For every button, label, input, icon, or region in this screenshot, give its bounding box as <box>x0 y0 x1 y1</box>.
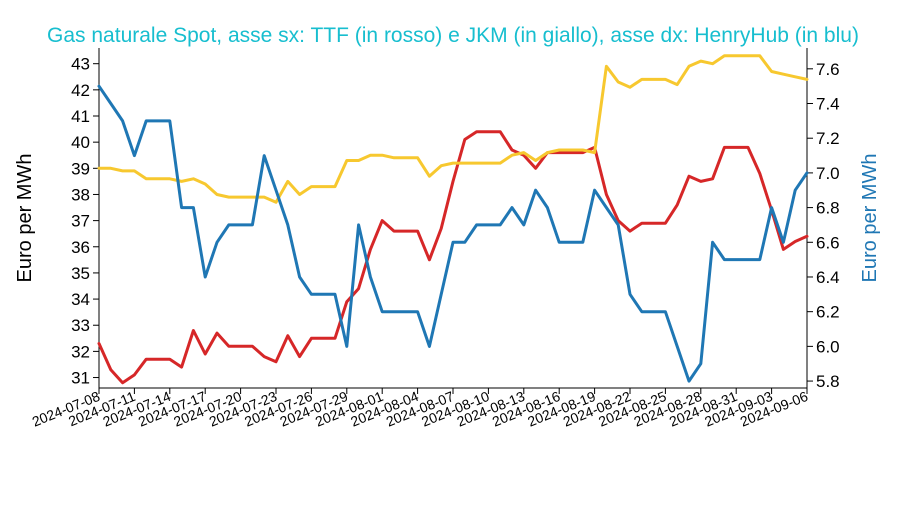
left-tick-label: 39 <box>71 159 90 178</box>
left-tick-label: 34 <box>71 290 90 309</box>
right-tick-label: 6.2 <box>816 303 840 322</box>
left-tick-label: 37 <box>71 212 90 231</box>
right-tick-label: 6.6 <box>816 233 840 252</box>
left-tick-label: 43 <box>71 55 90 74</box>
left-tick-label: 33 <box>71 316 90 335</box>
henryhub-series-line <box>97 84 809 383</box>
series-layer <box>97 54 809 385</box>
left-tick-label: 32 <box>71 342 90 361</box>
chart-title: Gas naturale Spot, asse sx: TTF (in ross… <box>47 24 859 47</box>
ttf-series-line <box>97 130 809 385</box>
left-tick-label: 41 <box>71 107 90 126</box>
jkm-series-line <box>97 54 809 204</box>
right-tick-label: 6.0 <box>816 337 840 356</box>
left-tick-label: 42 <box>71 81 90 100</box>
left-tick-label: 40 <box>71 133 90 152</box>
right-tick-label: 6.8 <box>816 199 840 218</box>
y-axis-label-left: Euro per MWh <box>14 154 36 283</box>
right-tick-label: 7.0 <box>816 164 840 183</box>
x-axis-ticks: 2024-07-082024-07-112024-07-142024-07-17… <box>30 388 811 430</box>
right-tick-label: 7.4 <box>816 95 840 114</box>
left-tick-label: 36 <box>71 238 90 257</box>
right-tick-label: 7.2 <box>816 129 840 148</box>
right-axis-ticks: 5.8 6.0 6.2 6.4 6.6 6.8 7.0 7.2 7.4 7.6 <box>807 60 840 391</box>
right-tick-label: 7.6 <box>816 60 840 79</box>
left-axis-ticks: 31 32 33 34 35 36 37 38 39 40 41 42 43 <box>71 55 99 388</box>
right-tick-label: 5.8 <box>816 372 840 391</box>
right-tick-label: 6.4 <box>816 268 840 287</box>
left-tick-label: 38 <box>71 185 90 204</box>
left-tick-label: 31 <box>71 369 90 388</box>
y-axis-label-right: Euro per MWh <box>859 154 881 283</box>
left-tick-label: 35 <box>71 264 90 283</box>
